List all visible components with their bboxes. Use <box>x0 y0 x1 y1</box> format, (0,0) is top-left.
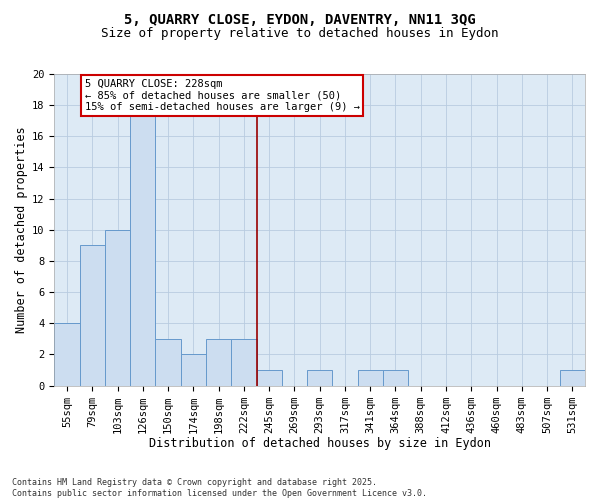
Bar <box>257 370 282 386</box>
Bar <box>55 324 80 386</box>
Bar <box>560 370 585 386</box>
Text: 5, QUARRY CLOSE, EYDON, DAVENTRY, NN11 3QG: 5, QUARRY CLOSE, EYDON, DAVENTRY, NN11 3… <box>124 12 476 26</box>
Bar <box>383 370 408 386</box>
Bar <box>80 246 105 386</box>
Text: 5 QUARRY CLOSE: 228sqm
← 85% of detached houses are smaller (50)
15% of semi-det: 5 QUARRY CLOSE: 228sqm ← 85% of detached… <box>85 78 360 112</box>
Bar <box>130 90 155 386</box>
Bar <box>181 354 206 386</box>
Bar <box>307 370 332 386</box>
Y-axis label: Number of detached properties: Number of detached properties <box>15 126 28 333</box>
X-axis label: Distribution of detached houses by size in Eydon: Distribution of detached houses by size … <box>149 437 491 450</box>
Bar <box>155 339 181 386</box>
Bar <box>105 230 130 386</box>
Bar <box>206 339 231 386</box>
Text: Size of property relative to detached houses in Eydon: Size of property relative to detached ho… <box>101 28 499 40</box>
Bar <box>231 339 257 386</box>
Text: Contains HM Land Registry data © Crown copyright and database right 2025.
Contai: Contains HM Land Registry data © Crown c… <box>12 478 427 498</box>
Bar <box>358 370 383 386</box>
